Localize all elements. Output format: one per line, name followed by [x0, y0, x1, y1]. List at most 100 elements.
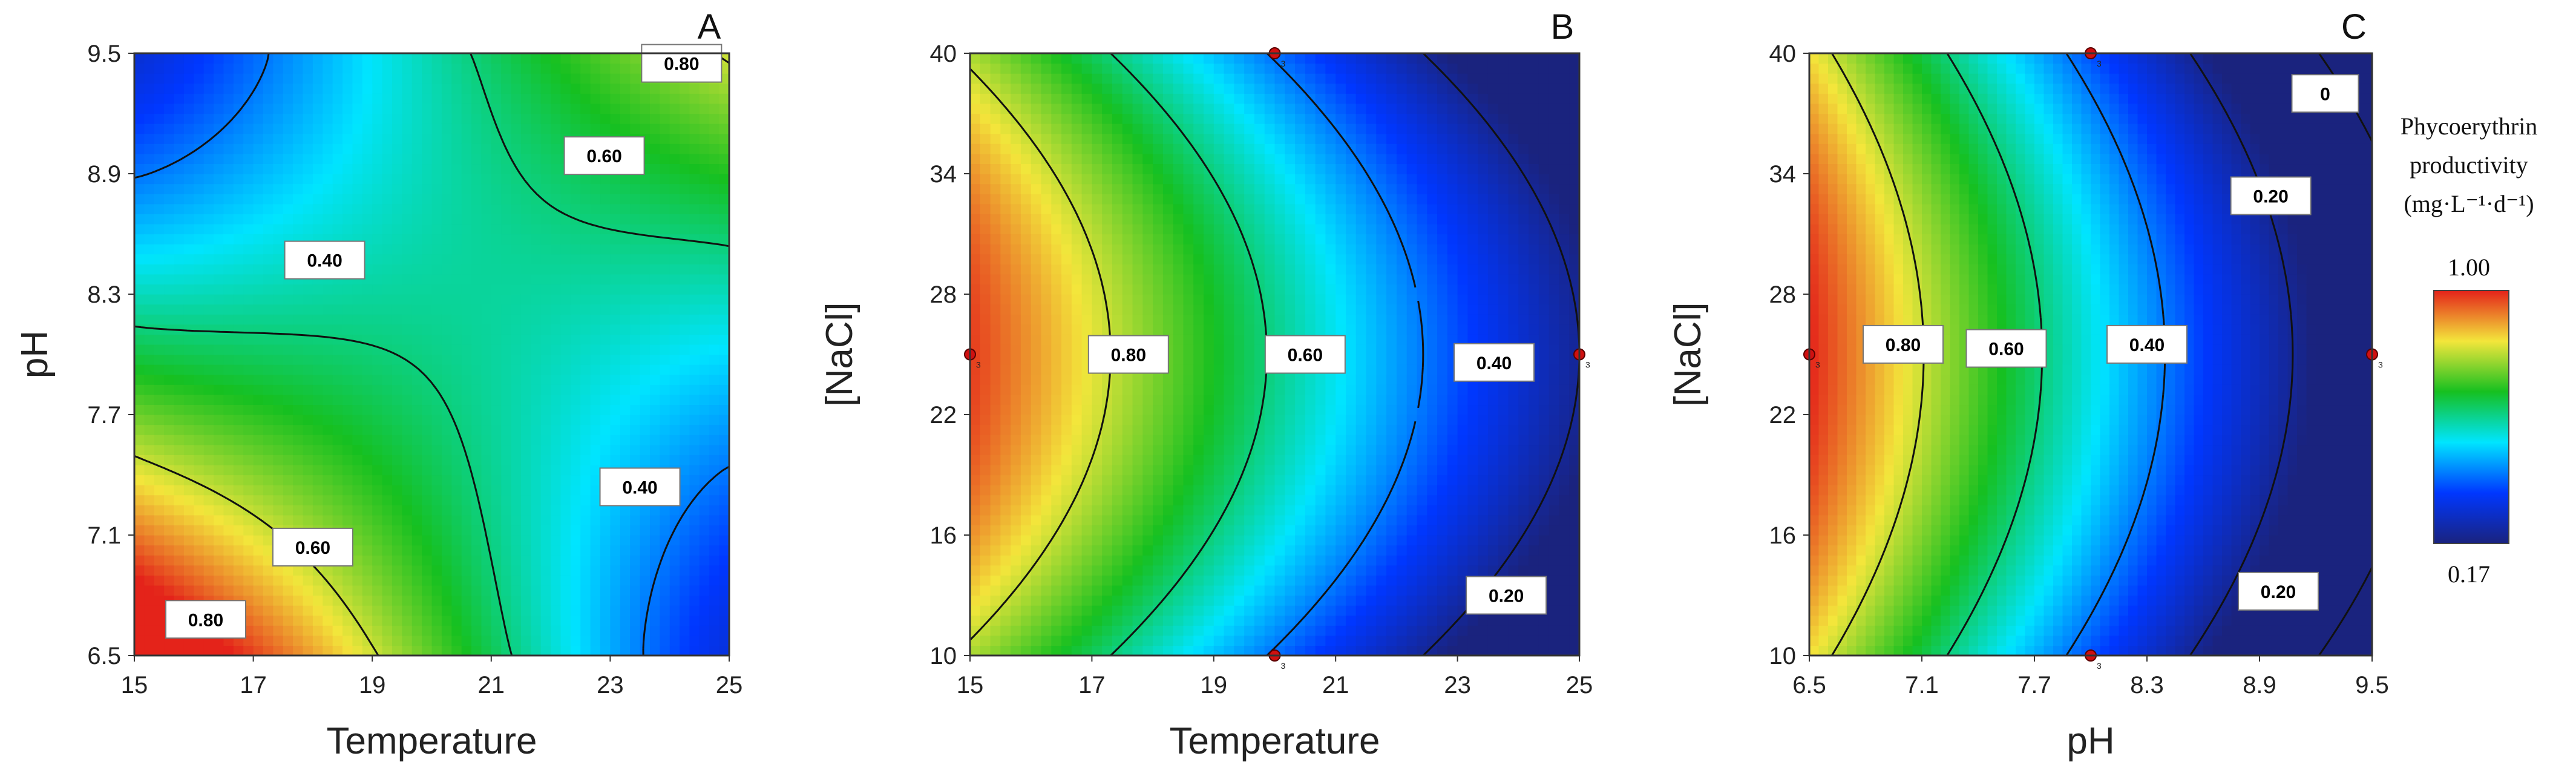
- heatmap-cell: [511, 415, 522, 426]
- heatmap-cell: [411, 334, 422, 345]
- heatmap-cell: [144, 113, 155, 124]
- heatmap-cell: [1112, 555, 1123, 566]
- heatmap-cell: [1020, 605, 1032, 616]
- heatmap-cell: [511, 93, 522, 104]
- heatmap-cell: [352, 203, 363, 214]
- heatmap-cell: [680, 464, 690, 476]
- heatmap-cell: [630, 254, 641, 264]
- heatmap-cell: [980, 93, 991, 104]
- heatmap-cell: [293, 294, 304, 305]
- heatmap-cell: [719, 455, 730, 465]
- heatmap-cell: [580, 585, 591, 596]
- heatmap-cell: [491, 234, 502, 245]
- heatmap-cell: [303, 585, 313, 596]
- heatmap-cell: [501, 555, 512, 566]
- heatmap-cell: [1061, 264, 1072, 275]
- heatmap-cell: [312, 113, 323, 124]
- heatmap-cell: [481, 424, 492, 435]
- heatmap-cell: [520, 635, 531, 646]
- heatmap-cell: [392, 274, 402, 285]
- heatmap-cell: [372, 324, 383, 335]
- heatmap-cell: [640, 324, 651, 335]
- heatmap-cell: [680, 455, 690, 465]
- heatmap-cell: [1031, 344, 1042, 355]
- heatmap-cell: [531, 163, 542, 174]
- heatmap-cell: [332, 103, 343, 114]
- heatmap-cell: [990, 475, 1001, 485]
- heatmap-cell: [531, 455, 542, 465]
- heatmap-cell: [1041, 635, 1052, 646]
- heatmap-cell: [303, 73, 313, 84]
- heatmap-cell: [1132, 133, 1143, 144]
- heatmap-cell: [1183, 455, 1194, 465]
- heatmap-cell: [1102, 424, 1113, 435]
- heatmap-cell: [362, 214, 373, 225]
- heatmap-cell: [323, 384, 333, 395]
- heatmap-cell: [372, 153, 383, 165]
- heatmap-cell: [680, 645, 690, 656]
- heatmap-cell: [1071, 324, 1083, 335]
- heatmap-cell: [323, 505, 333, 516]
- heatmap-cell: [372, 63, 383, 74]
- heatmap-cell: [392, 214, 402, 225]
- heatmap-cell: [1061, 163, 1072, 174]
- heatmap-cell: [441, 163, 452, 174]
- heatmap-cell: [990, 143, 1001, 154]
- heatmap-cell: [511, 424, 522, 435]
- heatmap-cell: [372, 605, 383, 616]
- heatmap-cell: [1183, 284, 1194, 295]
- heatmap-cell: [540, 284, 551, 295]
- heatmap-cell: [680, 605, 690, 616]
- heatmap-cell: [183, 394, 194, 406]
- heatmap-cell: [312, 505, 323, 516]
- heatmap-cell: [174, 294, 185, 305]
- heatmap-cell: [1020, 404, 1032, 415]
- heatmap-cell: [441, 555, 452, 566]
- heatmap-cell: [1132, 93, 1143, 104]
- heatmap-cell: [970, 545, 981, 556]
- heatmap-cell: [719, 194, 730, 205]
- heatmap-cell: [660, 444, 670, 455]
- heatmap-cell: [590, 394, 601, 406]
- heatmap-cell: [283, 174, 293, 185]
- heatmap-cell: [342, 455, 353, 465]
- heatmap-cell: [283, 83, 293, 94]
- heatmap-cell: [1081, 194, 1092, 205]
- heatmap-cell: [649, 143, 660, 154]
- heatmap-cell: [1183, 424, 1194, 435]
- heatmap-cell: [630, 103, 641, 114]
- heatmap-cell: [1000, 545, 1011, 556]
- heatmap-cell: [362, 133, 373, 144]
- heatmap-cell: [620, 505, 631, 516]
- heatmap-cell: [1122, 535, 1133, 546]
- heatmap-cell: [669, 424, 680, 435]
- heatmap-cell: [511, 545, 522, 556]
- heatmap-cell: [194, 163, 205, 174]
- heatmap-cell: [382, 63, 393, 74]
- heatmap-cell: [134, 153, 145, 165]
- heatmap-cell: [709, 264, 720, 275]
- heatmap-cell: [144, 334, 155, 345]
- heatmap-cell: [1011, 605, 1021, 616]
- heatmap-cell: [1081, 123, 1092, 134]
- heatmap-cell: [411, 93, 422, 104]
- heatmap-cell: [680, 334, 690, 345]
- heatmap-cell: [1162, 234, 1174, 245]
- heatmap-cell: [461, 384, 472, 395]
- heatmap-cell: [183, 545, 194, 556]
- heatmap-cell: [551, 565, 562, 576]
- heatmap-cell: [214, 384, 224, 395]
- heatmap-cell: [422, 194, 433, 205]
- heatmap-cell: [689, 174, 700, 185]
- heatmap-cell: [203, 324, 214, 335]
- heatmap-cell: [273, 163, 284, 174]
- heatmap-cell: [431, 605, 442, 616]
- heatmap-cell: [1102, 505, 1113, 516]
- heatmap-cell: [332, 354, 343, 365]
- heatmap-cell: [362, 404, 373, 415]
- heatmap-cell: [144, 133, 155, 144]
- heatmap-cell: [1162, 194, 1174, 205]
- heatmap-cell: [243, 444, 254, 455]
- heatmap-cell: [970, 645, 981, 656]
- heatmap-cell: [402, 585, 413, 596]
